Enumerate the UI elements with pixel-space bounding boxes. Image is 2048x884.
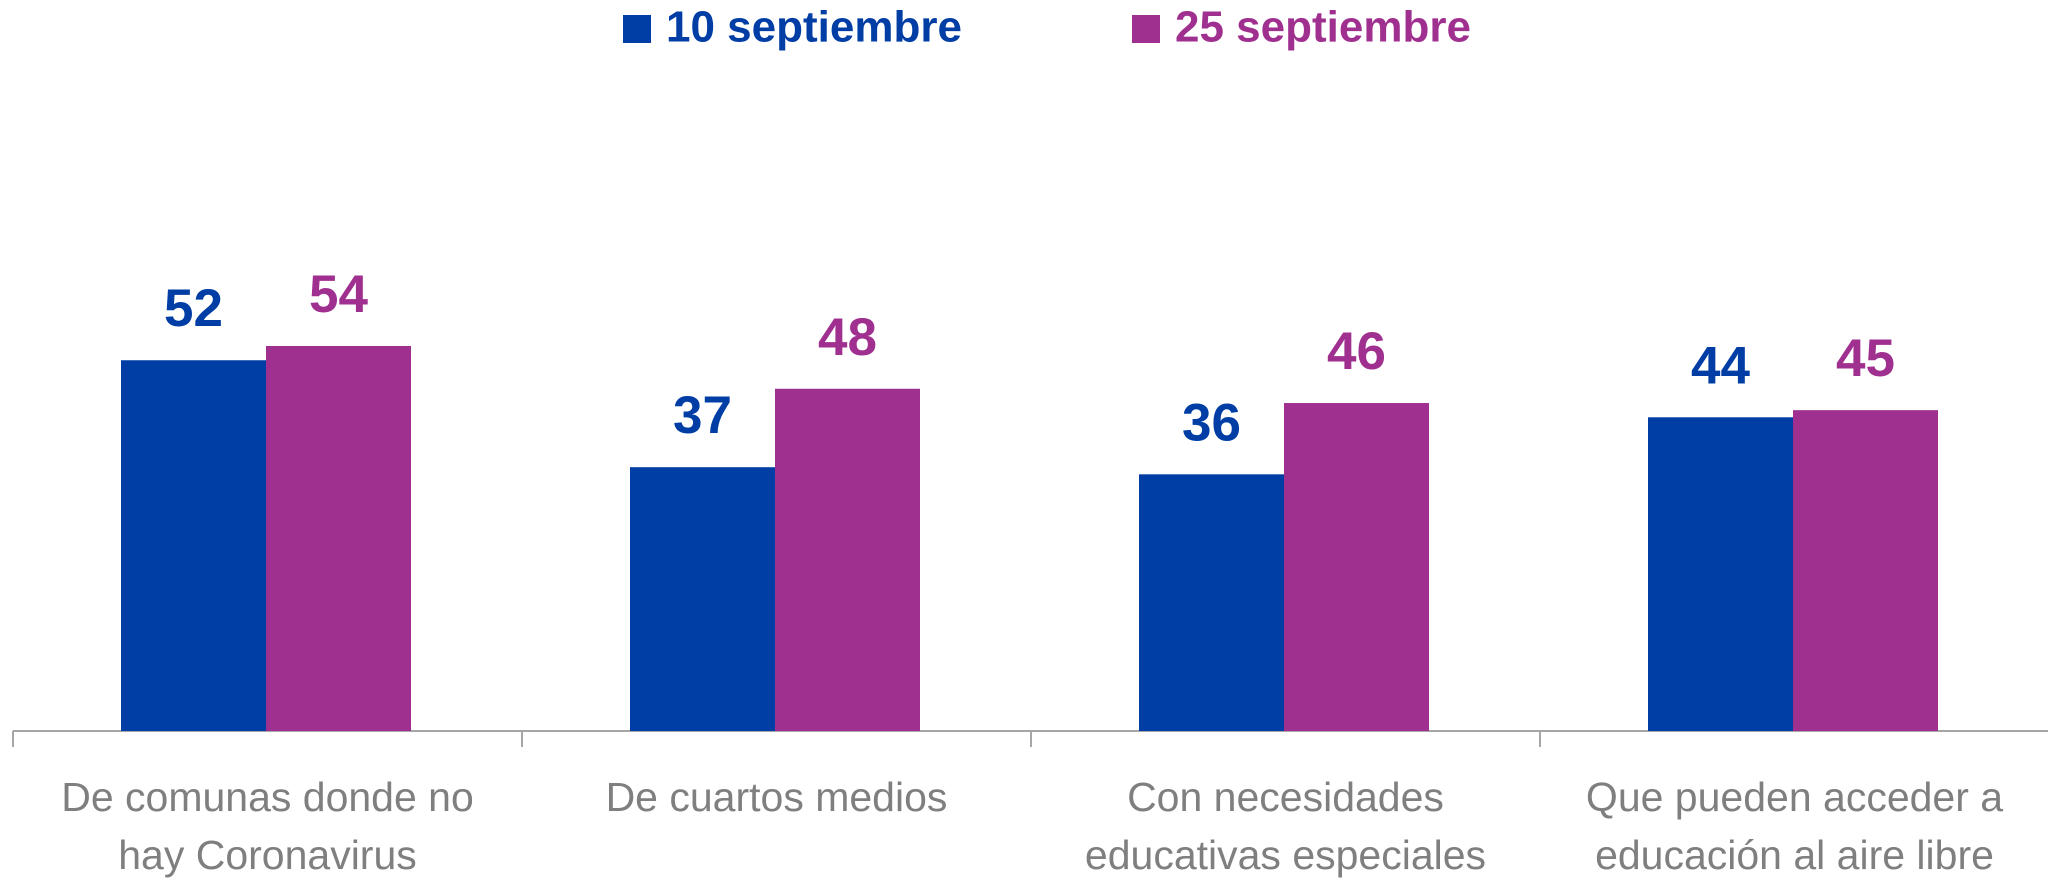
bar bbox=[775, 388, 920, 731]
bar bbox=[1648, 417, 1793, 731]
legend-label: 10 septiembre bbox=[666, 3, 962, 52]
bar bbox=[1284, 403, 1429, 731]
value-label: 36 bbox=[1182, 393, 1241, 452]
x-tick-label: De comunas donde no hay Coronavirus bbox=[61, 774, 474, 878]
x-tick-label: Con necesidades educativas especiales bbox=[1084, 774, 1487, 878]
legend-swatch bbox=[623, 15, 651, 43]
legend-swatch bbox=[1132, 15, 1160, 43]
legend-label: 25 septiembre bbox=[1175, 3, 1471, 52]
value-label: 45 bbox=[1836, 329, 1895, 388]
bar bbox=[630, 467, 775, 731]
value-label: 46 bbox=[1327, 322, 1386, 381]
value-label: 54 bbox=[309, 265, 368, 324]
value-label: 37 bbox=[673, 386, 732, 445]
x-tick-label: De cuartos medios bbox=[605, 774, 948, 820]
bar bbox=[266, 345, 411, 731]
x-tick-label: Que pueden acceder a educación al aire l… bbox=[1585, 774, 2004, 878]
bar bbox=[1793, 410, 1938, 731]
bar bbox=[1139, 474, 1284, 731]
value-label: 52 bbox=[164, 279, 223, 338]
value-label: 44 bbox=[1691, 336, 1750, 395]
bar bbox=[121, 360, 266, 731]
value-label: 48 bbox=[818, 308, 877, 367]
